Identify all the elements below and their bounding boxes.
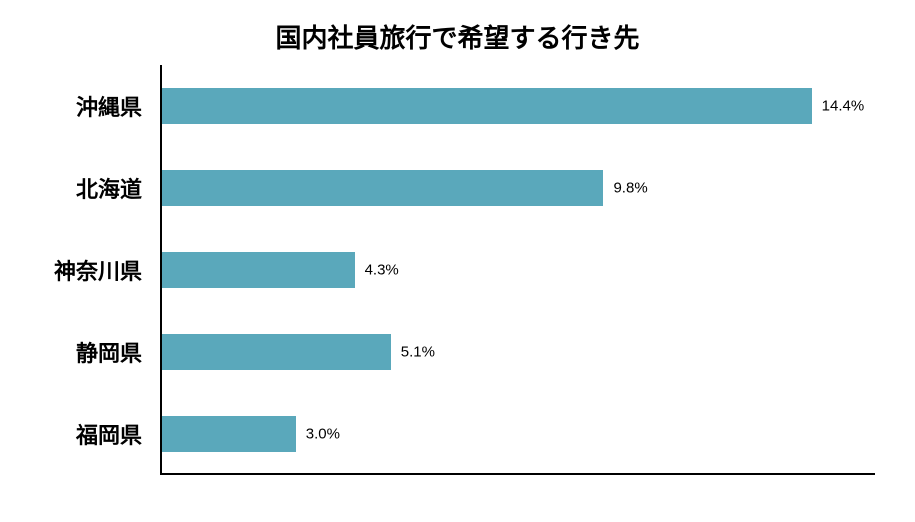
bar-row: 静岡県 5.1% [40, 311, 875, 393]
x-axis [160, 473, 875, 475]
category-label: 福岡県 [40, 418, 160, 450]
bar-row: 福岡県 3.0% [40, 393, 875, 475]
bar-area: 5.1% [160, 311, 875, 393]
category-label: 神奈川県 [40, 254, 160, 286]
category-label: 沖縄県 [40, 90, 160, 122]
bar [160, 170, 603, 206]
bar-row: 沖縄県 14.4% [40, 65, 875, 147]
chart-container: 国内社員旅行で希望する行き先 沖縄県 14.4% 北海道 9.8% 神奈川県 4.3% 静岡… [0, 0, 915, 522]
bar-row: 北海道 9.8% [40, 147, 875, 229]
category-label: 北海道 [40, 172, 160, 204]
bar-area: 4.3% [160, 229, 875, 311]
category-label: 静岡県 [40, 336, 160, 368]
value-label: 9.8% [613, 180, 647, 197]
value-label: 3.0% [306, 426, 340, 443]
y-axis [160, 65, 162, 475]
bar [160, 252, 355, 288]
bar-area: 9.8% [160, 147, 875, 229]
chart-title: 国内社員旅行で希望する行き先 [0, 0, 915, 65]
bar-row: 神奈川県 4.3% [40, 229, 875, 311]
bar [160, 88, 812, 124]
value-label: 4.3% [365, 262, 399, 279]
value-label: 5.1% [401, 344, 435, 361]
plot-area: 沖縄県 14.4% 北海道 9.8% 神奈川県 4.3% 静岡県 5.1% 福岡県 3.0% [40, 65, 875, 475]
value-label: 14.4% [822, 98, 865, 115]
bar [160, 416, 296, 452]
bar-area: 3.0% [160, 393, 875, 475]
bar-rows: 沖縄県 14.4% 北海道 9.8% 神奈川県 4.3% 静岡県 5.1% 福岡県 3.0% [40, 65, 875, 475]
bar [160, 334, 391, 370]
bar-area: 14.4% [160, 65, 875, 147]
